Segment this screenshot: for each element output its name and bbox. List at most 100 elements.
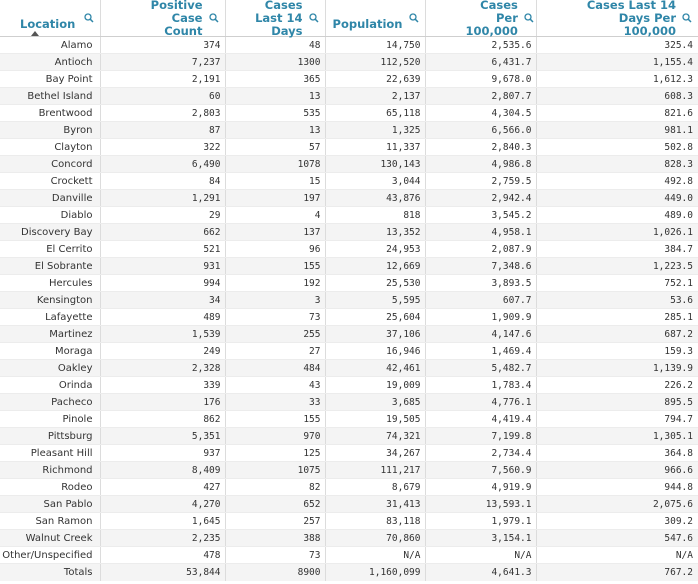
table-row[interactable]: Bethel Island 60 13 2,137 2,807.7 608.3 [0, 87, 698, 105]
search-icon[interactable] [518, 13, 540, 23]
location-cell[interactable]: Richmond [0, 461, 101, 479]
location-cell[interactable]: Diablo [0, 206, 101, 224]
table-row[interactable]: Oakley 2,328 484 42,461 5,482.7 1,139.9 [0, 359, 698, 377]
search-icon[interactable] [78, 13, 100, 23]
cases-last-14-days-per-100000-cell: 285.1 [536, 308, 698, 326]
location-cell[interactable]: Danville [0, 189, 101, 207]
cases-last-14-days-cell: 365 [225, 70, 326, 88]
location-cell[interactable]: Hercules [0, 274, 101, 292]
location-cell[interactable]: Byron [0, 121, 101, 139]
cases-per-100000-cell: 1,979.1 [425, 512, 537, 530]
table-row[interactable]: Diablo 29 4 818 3,545.2 489.0 [0, 206, 698, 224]
table-row[interactable]: Orinda 339 43 19,009 1,783.4 226.2 [0, 376, 698, 394]
column-header-cases-last-14-days-per-100000[interactable]: Cases Last 14 Days Per 100,000 [536, 0, 698, 37]
positive-case-count-cell: 249 [100, 342, 226, 360]
table-row[interactable]: Byron 87 13 1,325 6,566.0 981.1 [0, 121, 698, 139]
cases-last-14-days-per-100000-cell: 794.7 [536, 410, 698, 428]
cases-last-14-days-cell: 73 [225, 546, 326, 564]
population-cell: 24,953 [325, 240, 426, 258]
location-cell[interactable]: Walnut Creek [0, 529, 101, 547]
location-cell[interactable]: El Sobrante [0, 257, 101, 275]
location-cell[interactable]: Martinez [0, 325, 101, 343]
cases-last-14-days-per-100000-cell: 384.7 [536, 240, 698, 258]
cases-last-14-days-per-100000-cell: 502.8 [536, 138, 698, 156]
cases-last-14-days-per-100000-cell: 944.8 [536, 478, 698, 496]
location-cell[interactable]: Alamo [0, 36, 101, 54]
location-cell[interactable]: San Pablo [0, 495, 101, 513]
table-row[interactable]: Alamo 374 48 14,750 2,535.6 325.4 [0, 36, 698, 54]
cases-per-100000-cell: 4,958.1 [425, 223, 537, 241]
table-row[interactable]: Pinole 862 155 19,505 4,419.4 794.7 [0, 410, 698, 428]
sort-ascending-icon [31, 31, 39, 36]
search-icon[interactable] [676, 13, 698, 23]
table-row[interactable]: Kensington 34 3 5,595 607.7 53.6 [0, 291, 698, 309]
location-cell[interactable]: Kensington [0, 291, 101, 309]
table-row[interactable]: Concord 6,490 1078 130,143 4,986.8 828.3 [0, 155, 698, 173]
location-cell[interactable]: Moraga [0, 342, 101, 360]
positive-case-count-cell: 87 [100, 121, 226, 139]
table-row[interactable]: Danville 1,291 197 43,876 2,942.4 449.0 [0, 189, 698, 207]
search-icon[interactable] [303, 13, 325, 23]
location-cell[interactable]: Clayton [0, 138, 101, 156]
table-row[interactable]: San Pablo 4,270 652 31,413 13,593.1 2,075.6 [0, 495, 698, 513]
table-row[interactable]: Lafayette 489 73 25,604 1,909.9 285.1 [0, 308, 698, 326]
location-cell[interactable]: Bethel Island [0, 87, 101, 105]
cases-per-100000-cell: 6,431.7 [425, 53, 537, 71]
column-header-cases-last-14-days[interactable]: Cases Last 14 Days [225, 0, 326, 37]
location-cell[interactable]: Concord [0, 155, 101, 173]
location-cell[interactable]: Orinda [0, 376, 101, 394]
table-row[interactable]: El Cerrito 521 96 24,953 2,087.9 384.7 [0, 240, 698, 258]
location-cell[interactable]: Brentwood [0, 104, 101, 122]
table-row[interactable]: Other/Unspecified 478 73 N/A N/A N/A [0, 546, 698, 564]
cases-last-14-days-per-100000-cell: 1,139.9 [536, 359, 698, 377]
column-header-cases-per-100000[interactable]: Cases Per 100,000 [425, 0, 537, 37]
population-cell: 3,685 [325, 393, 426, 411]
table-row[interactable]: San Ramon 1,645 257 83,118 1,979.1 309.2 [0, 512, 698, 530]
table-row[interactable]: Pacheco 176 33 3,685 4,776.1 895.5 [0, 393, 698, 411]
table-row[interactable]: Antioch 7,237 1300 112,520 6,431.7 1,155.4 [0, 53, 698, 71]
column-header-positive-case-count[interactable]: Positive Case Count [100, 0, 226, 37]
location-cell[interactable]: Other/Unspecified [0, 546, 101, 564]
location-cell[interactable]: Lafayette [0, 308, 101, 326]
table-row[interactable]: Hercules 994 192 25,530 3,893.5 752.1 [0, 274, 698, 292]
table-row[interactable]: Clayton 322 57 11,337 2,840.3 502.8 [0, 138, 698, 156]
location-cell[interactable]: Rodeo [0, 478, 101, 496]
cases-last-14-days-cell: 970 [225, 427, 326, 445]
table-row[interactable]: Moraga 249 27 16,946 1,469.4 159.3 [0, 342, 698, 360]
table-row[interactable]: Martinez 1,539 255 37,106 4,147.6 687.2 [0, 325, 698, 343]
search-icon[interactable] [203, 13, 225, 23]
table-row[interactable]: Richmond 8,409 1075 111,217 7,560.9 966.6 [0, 461, 698, 479]
cases-per-100000-cell: 2,535.6 [425, 36, 537, 54]
positive-case-count-cell: 2,235 [100, 529, 226, 547]
table-row[interactable]: Pittsburg 5,351 970 74,321 7,199.8 1,305.1 [0, 427, 698, 445]
population-cell: 112,520 [325, 53, 426, 71]
table-row[interactable]: Discovery Bay 662 137 13,352 4,958.1 1,026.1 [0, 223, 698, 241]
table-row[interactable]: Crockett 84 15 3,044 2,759.5 492.8 [0, 172, 698, 190]
location-cell[interactable]: El Cerrito [0, 240, 101, 258]
location-cell[interactable]: Discovery Bay [0, 223, 101, 241]
location-cell[interactable]: Crockett [0, 172, 101, 190]
location-cell[interactable]: Oakley [0, 359, 101, 377]
column-header-location[interactable]: Location [0, 0, 101, 37]
table-row[interactable]: Brentwood 2,803 535 65,118 4,304.5 821.6 [0, 104, 698, 122]
table-row[interactable]: Walnut Creek 2,235 388 70,860 3,154.1 547.6 [0, 529, 698, 547]
location-cell[interactable]: San Ramon [0, 512, 101, 530]
location-cell[interactable]: Pittsburg [0, 427, 101, 445]
population-cell: 2,137 [325, 87, 426, 105]
search-icon[interactable] [403, 13, 425, 23]
table-row[interactable]: Bay Point 2,191 365 22,639 9,678.0 1,612.3 [0, 70, 698, 88]
table-row[interactable]: Rodeo 427 82 8,679 4,919.9 944.8 [0, 478, 698, 496]
location-cell[interactable]: Antioch [0, 53, 101, 71]
location-cell[interactable]: Pinole [0, 410, 101, 428]
location-cell[interactable]: Bay Point [0, 70, 101, 88]
table-row[interactable]: El Sobrante 931 155 12,669 7,348.6 1,223.5 [0, 257, 698, 275]
location-cell[interactable]: Pleasant Hill [0, 444, 101, 462]
population-cell: 1,325 [325, 121, 426, 139]
cases-last-14-days-cell: 13 [225, 87, 326, 105]
column-header-population[interactable]: Population [325, 0, 426, 37]
cases-last-14-days-cell: 43 [225, 376, 326, 394]
location-cell[interactable]: Pacheco [0, 393, 101, 411]
positive-case-count-cell: 1,539 [100, 325, 226, 343]
table-row[interactable]: Pleasant Hill 937 125 34,267 2,734.4 364.8 [0, 444, 698, 462]
positive-case-count-cell: 994 [100, 274, 226, 292]
